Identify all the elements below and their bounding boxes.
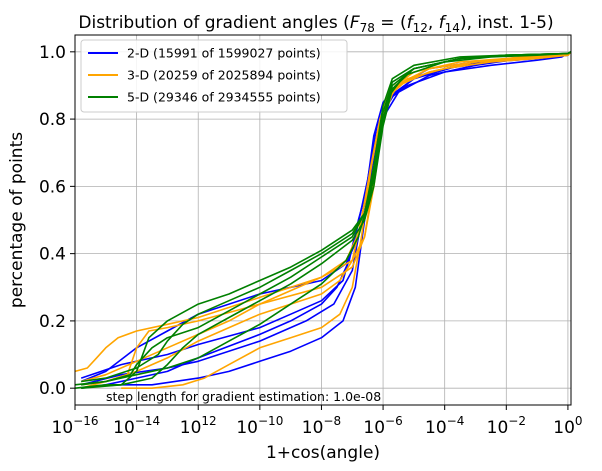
y-axis-ticks: 0.0 0.2 0.4 0.6 0.8 1.0: [39, 43, 75, 399]
title-f1: f: [407, 13, 416, 33]
legend-entry: 3-D (20259 of 2025894 points): [127, 68, 321, 83]
x-tick-label: 10−10: [236, 414, 283, 438]
x-tick-label: 100: [553, 414, 582, 438]
x-tick-label: 10−2: [487, 414, 526, 438]
grid-lines: [74, 35, 571, 405]
x-tick-exponent: −6: [385, 414, 403, 428]
series-1-curve: [121, 51, 572, 390]
x-tick-exponent: −16: [73, 414, 98, 428]
series-0-curve: [81, 51, 572, 389]
series-curves: [74, 51, 572, 390]
x-tick-base: 10: [363, 418, 385, 438]
x-tick-exponent: 12: [201, 414, 216, 428]
series-2-curve: [81, 51, 572, 386]
x-tick-exponent: −14: [135, 414, 160, 428]
x-tick-base: 10: [236, 418, 258, 438]
x-tick-base: 10: [113, 418, 135, 438]
x-tick-label: 10−6: [363, 414, 402, 438]
title-prefix: Distribution of gradient angles (: [78, 13, 349, 33]
title-suffix: ), inst. 1-5): [460, 13, 554, 33]
x-tick-exponent: −10: [258, 414, 283, 428]
x-tick-exponent: −2: [508, 414, 526, 428]
legend-entry: 5-D (29346 of 2934555 points): [127, 90, 321, 105]
y-axis-label: percentage of points: [7, 132, 27, 308]
step-length-annotation: step length for gradient estimation: 1.0…: [106, 389, 381, 404]
x-tick-exponent: 0: [575, 414, 583, 428]
x-axis-ticks: 10−16 10−14 1012 10−10 10−8 10−6 10−4 10−2 100: [52, 405, 583, 438]
title-f1-sub: 12: [413, 21, 428, 35]
x-tick-base: 10: [52, 418, 74, 438]
x-tick-exponent: −4: [447, 414, 465, 428]
title-f2: f: [439, 13, 448, 33]
legend: 2-D (15991 of 1599027 points) 3-D (20259 …: [80, 39, 348, 113]
y-tick-label: 1.0: [39, 43, 66, 63]
title-F-sub: 78: [360, 21, 375, 35]
x-tick-base: 10: [180, 418, 202, 438]
x-tick-exponent: −8: [323, 414, 341, 428]
series-2-curve: [81, 51, 572, 383]
legend-box: [80, 39, 348, 113]
x-tick-base: 10: [302, 418, 324, 438]
y-tick-label: 0.2: [39, 312, 66, 332]
title-F: F: [350, 13, 360, 33]
title-eq: = (: [375, 13, 407, 33]
y-tick-label: 0.4: [39, 245, 66, 265]
series-2-curve: [81, 51, 572, 389]
x-tick-base: 10: [553, 418, 575, 438]
plot-frame: [74, 34, 572, 406]
title-f2-sub: 14: [445, 21, 460, 35]
chart-title: Distribution of gradient angles (F78 = (…: [78, 13, 553, 35]
x-tick-label: 1012: [180, 414, 217, 438]
y-tick-label: 0.0: [39, 379, 66, 399]
x-tick-base: 10: [425, 418, 447, 438]
legend-entry: 2-D (15991 of 1599027 points): [127, 46, 321, 61]
x-axis-label: 1+cos(angle): [266, 443, 380, 463]
x-tick-label: 10−16: [52, 414, 99, 438]
x-tick-label: 10−14: [113, 414, 160, 438]
x-tick-label: 10−4: [425, 414, 464, 438]
y-tick-label: 0.8: [39, 110, 66, 130]
x-tick-base: 10: [487, 418, 509, 438]
title-comma: ,: [428, 13, 439, 33]
x-tick-label: 10−8: [302, 414, 341, 438]
y-tick-label: 0.6: [39, 177, 66, 197]
